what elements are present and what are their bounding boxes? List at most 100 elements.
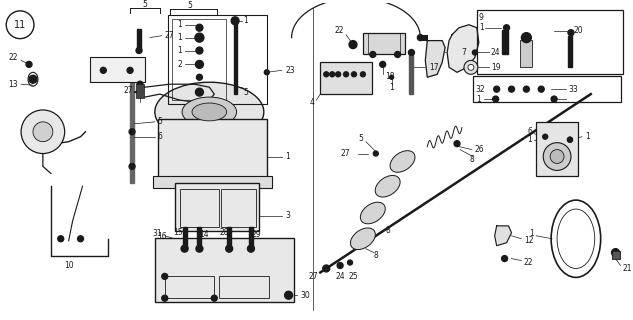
Bar xyxy=(227,227,231,249)
Circle shape xyxy=(522,33,531,43)
Text: 3: 3 xyxy=(285,212,291,220)
Bar xyxy=(137,29,141,51)
Text: 22: 22 xyxy=(335,26,344,35)
Bar xyxy=(219,276,269,298)
Circle shape xyxy=(195,33,204,42)
Text: 13: 13 xyxy=(8,80,18,89)
Text: 4: 4 xyxy=(310,98,315,107)
Circle shape xyxy=(611,249,620,257)
Circle shape xyxy=(330,72,335,77)
Circle shape xyxy=(390,75,394,79)
Text: 9: 9 xyxy=(479,13,484,22)
Circle shape xyxy=(373,151,379,156)
Text: 10: 10 xyxy=(64,261,73,270)
Text: 1: 1 xyxy=(178,20,182,29)
Circle shape xyxy=(492,96,499,102)
Text: 5: 5 xyxy=(158,117,163,126)
Circle shape xyxy=(543,143,571,170)
Circle shape xyxy=(181,245,188,252)
Ellipse shape xyxy=(155,82,264,142)
Text: 1: 1 xyxy=(479,23,484,32)
Circle shape xyxy=(323,72,329,77)
Bar xyxy=(368,33,399,54)
Text: 22: 22 xyxy=(523,258,533,267)
Text: 12: 12 xyxy=(524,236,534,245)
Circle shape xyxy=(33,122,53,142)
Bar xyxy=(536,122,578,176)
Circle shape xyxy=(349,41,357,49)
Circle shape xyxy=(211,295,217,301)
Circle shape xyxy=(137,81,143,87)
Text: 17: 17 xyxy=(429,63,439,72)
Circle shape xyxy=(129,129,135,135)
Text: 1: 1 xyxy=(527,135,532,144)
Circle shape xyxy=(454,141,460,147)
Circle shape xyxy=(129,164,135,169)
Text: 1: 1 xyxy=(285,152,291,161)
Bar xyxy=(611,251,620,259)
Text: 28: 28 xyxy=(220,228,229,237)
Circle shape xyxy=(538,86,544,92)
Circle shape xyxy=(127,67,133,73)
Text: 5: 5 xyxy=(243,88,248,97)
Circle shape xyxy=(337,262,343,268)
Circle shape xyxy=(504,25,510,31)
Circle shape xyxy=(162,295,168,301)
Ellipse shape xyxy=(390,151,415,172)
Text: 19: 19 xyxy=(491,63,500,72)
Circle shape xyxy=(464,60,478,74)
Text: 20: 20 xyxy=(574,26,584,35)
Bar xyxy=(568,36,572,67)
Circle shape xyxy=(351,72,356,77)
Text: 1: 1 xyxy=(389,83,394,92)
Ellipse shape xyxy=(182,97,237,127)
Bar xyxy=(153,176,272,188)
Circle shape xyxy=(360,72,365,77)
Circle shape xyxy=(335,72,341,77)
Polygon shape xyxy=(494,226,511,246)
Circle shape xyxy=(26,61,32,67)
Text: 7: 7 xyxy=(461,48,466,57)
Circle shape xyxy=(542,134,548,139)
Circle shape xyxy=(551,96,557,102)
Text: 8: 8 xyxy=(470,155,474,164)
Ellipse shape xyxy=(360,202,385,224)
Circle shape xyxy=(101,67,106,73)
Bar xyxy=(180,189,219,227)
Circle shape xyxy=(348,260,353,265)
Bar xyxy=(182,227,187,249)
Text: 16: 16 xyxy=(157,232,166,241)
Polygon shape xyxy=(425,41,445,77)
Circle shape xyxy=(550,149,564,164)
Text: 27: 27 xyxy=(309,272,318,281)
Text: 5: 5 xyxy=(187,1,192,11)
Bar xyxy=(197,227,201,249)
Text: 8: 8 xyxy=(385,226,390,235)
Text: 18: 18 xyxy=(385,72,395,81)
Circle shape xyxy=(248,245,254,252)
Bar xyxy=(520,40,532,67)
Text: 15: 15 xyxy=(173,228,182,237)
Circle shape xyxy=(568,137,572,142)
Circle shape xyxy=(285,291,292,299)
Text: 27: 27 xyxy=(165,31,174,40)
Text: 27: 27 xyxy=(341,149,350,158)
Circle shape xyxy=(196,88,203,96)
Text: 27: 27 xyxy=(123,86,133,95)
Bar xyxy=(136,84,144,98)
Circle shape xyxy=(196,60,203,68)
Circle shape xyxy=(231,17,239,25)
Text: 32: 32 xyxy=(476,85,486,94)
Text: 26: 26 xyxy=(475,145,484,154)
Text: 29: 29 xyxy=(251,230,261,239)
Text: 6: 6 xyxy=(527,127,532,136)
Text: 31: 31 xyxy=(152,229,162,238)
Bar xyxy=(501,30,508,54)
Circle shape xyxy=(196,245,203,252)
Text: 1: 1 xyxy=(476,95,480,104)
Bar xyxy=(175,183,259,231)
Circle shape xyxy=(472,50,477,55)
Circle shape xyxy=(494,86,499,92)
Circle shape xyxy=(408,50,415,55)
Circle shape xyxy=(196,24,203,31)
